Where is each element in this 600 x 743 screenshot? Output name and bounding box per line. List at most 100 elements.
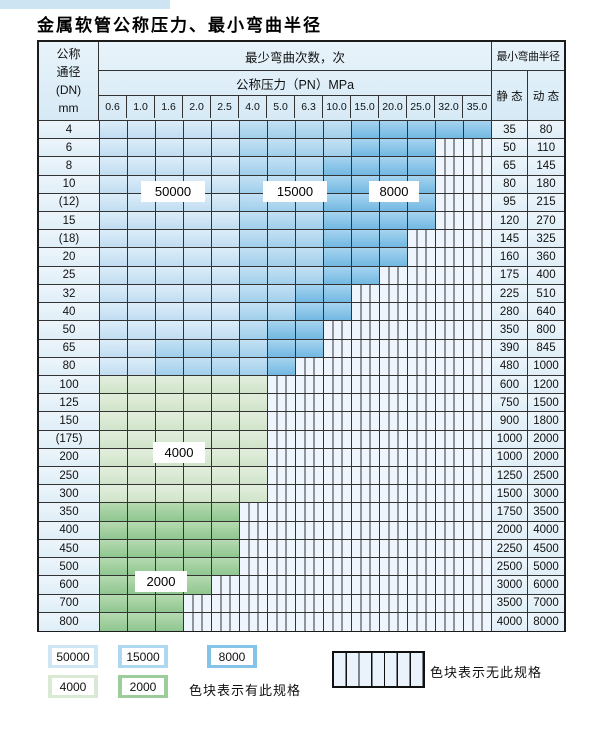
cell-no-spec	[268, 594, 296, 613]
cell-no-spec	[464, 576, 492, 595]
static-radius-cell: 65	[492, 157, 528, 176]
cell-no-spec	[408, 467, 436, 486]
cell-15000	[212, 339, 240, 358]
dn-cell: (18)	[39, 230, 100, 249]
cell-no-spec	[436, 212, 464, 231]
static-radius-cell: 1250	[492, 467, 528, 486]
cell-no-spec	[240, 539, 268, 559]
cell-8000	[408, 139, 436, 158]
cell-no-spec	[380, 375, 408, 395]
cell-50000	[156, 321, 184, 340]
cell-15000	[268, 157, 296, 176]
legend-swatch-15000: 15000	[118, 645, 168, 668]
cell-8000	[324, 230, 352, 249]
cell-no-spec	[436, 467, 464, 486]
cell-15000	[268, 121, 296, 140]
dn-cell: 80	[39, 357, 100, 376]
cell-no-spec	[408, 412, 436, 431]
dynamic-radius-cell: 400	[528, 266, 564, 285]
cell-no-spec	[380, 321, 408, 340]
cell-no-spec	[240, 594, 268, 613]
cell-no-spec	[464, 175, 492, 194]
cell-4000	[128, 394, 156, 413]
cell-50000	[128, 284, 156, 304]
static-radius-cell: 350	[492, 321, 528, 340]
cell-2000	[128, 594, 156, 613]
cell-8000	[352, 157, 380, 176]
cell-50000	[100, 303, 128, 322]
cell-50000	[156, 266, 184, 285]
dynamic-radius-cell: 1500	[528, 394, 564, 413]
cell-15000	[240, 212, 268, 231]
dn-cell: 6	[39, 139, 100, 158]
cell-8000	[352, 266, 380, 285]
cell-2000	[212, 539, 240, 559]
legend-no-spec-swatch	[332, 651, 425, 688]
static-radius-cell: 600	[492, 375, 528, 395]
bend-cycles-header-group: 最少弯曲次数，次 公称压力（PN）MPa 0.6 1.0 1.6 2.0 2.5 4.0 5…	[99, 42, 492, 120]
cell-no-spec	[184, 594, 212, 613]
cell-2000	[128, 539, 156, 559]
legend-swatch-8000: 8000	[207, 645, 257, 668]
cell-15000	[240, 266, 268, 285]
cell-2000	[100, 521, 128, 540]
cell-2000	[100, 503, 128, 522]
static-radius-cell: 120	[492, 212, 528, 231]
cell-no-spec	[324, 321, 352, 340]
cell-15000	[156, 339, 184, 358]
static-radius-cell: 3000	[492, 576, 528, 595]
cell-no-spec	[380, 594, 408, 613]
cell-2000	[100, 558, 128, 577]
pressure-tick: 0.6	[99, 96, 127, 118]
cell-no-spec	[380, 467, 408, 486]
cell-8000	[352, 139, 380, 158]
cell-no-spec	[436, 412, 464, 431]
cell-no-spec	[380, 266, 408, 285]
cell-no-spec	[408, 612, 436, 631]
cell-50000	[212, 139, 240, 158]
cell-50000	[156, 248, 184, 267]
cell-50000	[128, 230, 156, 249]
cell-no-spec	[268, 412, 296, 431]
cell-2000	[128, 503, 156, 522]
cell-8000	[268, 339, 296, 358]
cell-no-spec	[464, 303, 492, 322]
cell-50000	[128, 212, 156, 231]
cell-no-spec	[324, 430, 352, 449]
cell-no-spec	[324, 467, 352, 486]
cell-no-spec	[324, 339, 352, 358]
dynamic-radius-cell: 110	[528, 139, 564, 158]
static-dynamic-header: 静 态 动 态	[492, 71, 564, 120]
dn-cell: 65	[39, 339, 100, 358]
cell-8000	[296, 321, 324, 340]
cell-no-spec	[380, 303, 408, 322]
cell-50000	[156, 284, 184, 304]
dynamic-radius-cell: 8000	[528, 612, 564, 631]
legend-swatch-2000: 2000	[118, 675, 168, 698]
cell-2000	[184, 539, 212, 559]
dynamic-column-header: 动 态	[532, 90, 560, 103]
dn-cell: 400	[39, 521, 100, 540]
cell-50000	[184, 139, 212, 158]
cell-no-spec	[352, 503, 380, 522]
static-radius-cell: 35	[492, 121, 528, 140]
cell-no-spec	[380, 503, 408, 522]
static-radius-cell: 750	[492, 394, 528, 413]
cell-15000	[240, 339, 268, 358]
dynamic-radius-cell: 215	[528, 193, 564, 213]
cell-no-spec	[436, 430, 464, 449]
cell-no-spec	[296, 375, 324, 395]
static-radius-cell: 95	[492, 193, 528, 213]
cell-8000	[408, 157, 436, 176]
cell-50000	[156, 139, 184, 158]
cell-4000	[184, 467, 212, 486]
cell-no-spec	[352, 357, 380, 376]
cell-8000	[324, 266, 352, 285]
corner-line-3: (DN)	[55, 83, 82, 97]
cell-2000	[184, 521, 212, 540]
cell-no-spec	[464, 394, 492, 413]
cell-no-spec	[436, 539, 464, 559]
cell-no-spec	[324, 485, 352, 504]
cell-50000	[128, 303, 156, 322]
cell-50000	[184, 284, 212, 304]
